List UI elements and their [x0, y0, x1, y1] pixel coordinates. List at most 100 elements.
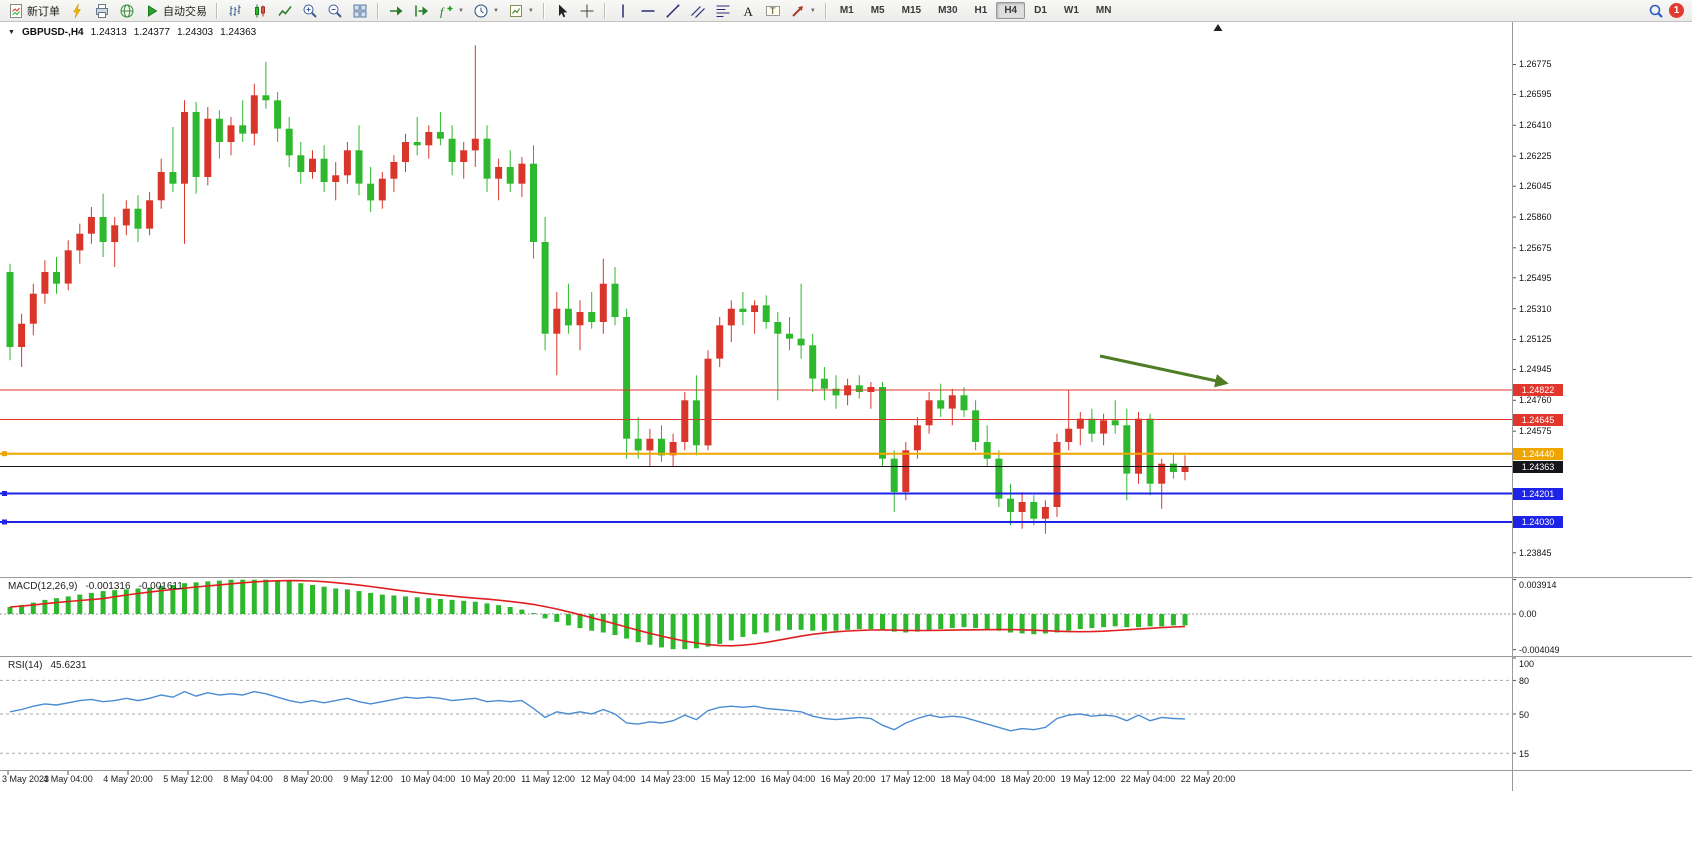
candle-body	[564, 308, 572, 326]
indicators-button[interactable]: f ▼	[434, 0, 468, 22]
textT-icon: T	[765, 3, 781, 19]
text-button[interactable]: A	[736, 0, 760, 22]
candle-body	[6, 272, 14, 347]
candle-body	[716, 325, 724, 359]
cursor-button[interactable]	[550, 0, 574, 22]
candle-body	[215, 118, 223, 142]
grid-icon	[352, 3, 368, 19]
candle-body	[413, 142, 421, 146]
arrows-button[interactable]: ▼	[786, 0, 820, 22]
collapse-readout-icon[interactable]: ▼	[8, 29, 15, 36]
zoom-out-icon	[327, 3, 343, 19]
bolt-icon	[69, 3, 85, 19]
low-value: 1.24303	[176, 27, 214, 38]
timeframe-M30[interactable]: M30	[938, 5, 958, 16]
candle-body	[879, 387, 886, 459]
print-button[interactable]	[90, 0, 114, 22]
auto-scroll-button[interactable]	[384, 0, 408, 22]
candle-body	[169, 172, 177, 184]
refresh-button[interactable]	[115, 0, 139, 22]
candle-body	[448, 138, 456, 162]
fibonacci-button[interactable]	[711, 0, 735, 22]
candles-icon	[252, 3, 268, 19]
candle-body	[704, 358, 712, 446]
templates-button[interactable]: ▼	[504, 0, 538, 22]
timeframe-D1[interactable]: D1	[1034, 5, 1047, 16]
candle-body	[809, 345, 817, 379]
chart-shift-marker[interactable]	[1213, 24, 1223, 31]
crosshair-button[interactable]	[575, 0, 599, 22]
trend-arrow[interactable]	[1099, 354, 1229, 388]
candle-body	[250, 95, 258, 134]
clock-icon	[473, 3, 489, 19]
level-line-handle[interactable]	[2, 519, 7, 525]
candle-body	[332, 175, 340, 182]
textA-icon: A	[740, 3, 756, 19]
timeframe-M1[interactable]: M1	[839, 5, 854, 16]
candle-body	[483, 138, 491, 179]
candle-body	[146, 200, 154, 229]
svg-text:T: T	[770, 6, 776, 16]
pane-divider-main-macd[interactable]	[0, 577, 1692, 578]
toolbar: 新订单 自动交易 f ▼ ▼ ▼ A T ▼ M1 M5 M15 M30 H1 H4 D1 W1 MN 1	[0, 0, 1692, 22]
candle-body	[890, 458, 898, 492]
candle-body	[495, 167, 503, 179]
candle-body	[1030, 502, 1038, 519]
level-line-handle[interactable]	[2, 491, 7, 496]
metaeditor-button[interactable]	[65, 0, 89, 22]
chart-shift-button[interactable]	[409, 0, 433, 22]
timeframe-H1[interactable]: H1	[974, 5, 988, 16]
candle-body	[460, 150, 468, 162]
candle-body	[1076, 418, 1084, 429]
pane-divider-macd-rsi[interactable]	[0, 656, 1692, 657]
channel-button[interactable]	[686, 0, 710, 22]
candlestick-chart-button[interactable]	[248, 0, 272, 22]
candle-body	[832, 388, 840, 396]
new-order-button[interactable]: 新订单	[4, 0, 64, 22]
timeframe-W1[interactable]: W1	[1063, 5, 1079, 16]
new-order-icon	[8, 3, 24, 19]
candle-body	[762, 305, 770, 322]
candle-body	[669, 442, 677, 456]
candle-body	[1158, 463, 1166, 484]
timeframe-MN[interactable]: MN	[1095, 5, 1112, 16]
toolbar-button-label: 自动交易	[163, 5, 207, 18]
candle-body	[1181, 466, 1189, 472]
horizontal-line-button[interactable]	[636, 0, 660, 22]
candle-body	[274, 100, 282, 129]
timeframe-H4[interactable]: H4	[996, 2, 1026, 19]
zoom-out-button[interactable]	[323, 0, 347, 22]
rsi-line	[9, 690, 1186, 732]
candle-body	[937, 400, 945, 409]
candle-body	[855, 385, 863, 392]
vertical-line-button[interactable]	[611, 0, 635, 22]
candle-body	[320, 158, 328, 182]
candle-body	[111, 225, 119, 242]
candle-body	[402, 142, 409, 162]
trendline-button[interactable]	[661, 0, 685, 22]
level-line-handle[interactable]	[2, 451, 7, 457]
line-chart-button[interactable]	[273, 0, 297, 22]
zoom-in-button[interactable]	[298, 0, 322, 22]
text-label-button[interactable]: T	[761, 0, 785, 22]
autotrading-button[interactable]: 自动交易	[140, 0, 211, 22]
tile-windows-button[interactable]	[348, 0, 372, 22]
channel-icon	[690, 3, 706, 19]
bar-chart-button[interactable]	[223, 0, 247, 22]
hline-icon	[640, 3, 656, 19]
candle-body	[925, 400, 933, 426]
search-button[interactable]	[1644, 0, 1668, 22]
toolbar-separator	[603, 2, 606, 19]
candle-body	[18, 323, 26, 347]
price-axis-border	[1512, 22, 1513, 791]
notification-badge[interactable]: 1	[1669, 3, 1684, 18]
candle-body	[192, 112, 200, 177]
crosshair-icon	[579, 3, 595, 19]
candle-body	[378, 178, 386, 201]
candle-body	[64, 250, 72, 284]
timeframe-M5[interactable]: M5	[870, 5, 885, 16]
periods-button[interactable]: ▼	[469, 0, 503, 22]
candle-body	[820, 378, 828, 389]
timeframe-M15[interactable]: M15	[901, 5, 922, 16]
